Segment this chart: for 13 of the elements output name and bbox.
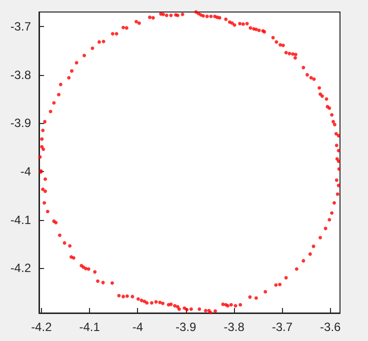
x-tick-label: -3.6	[320, 320, 342, 334]
x-tick-label: -3.8	[224, 320, 245, 334]
y-tick-label: -3.9	[10, 116, 32, 130]
y-tick-label: -4.2	[10, 261, 32, 276]
x-tick-label: -4.2	[31, 320, 52, 334]
x-tick-label: -3.9	[176, 320, 197, 334]
y-tick-label: -4.1	[10, 212, 32, 227]
y-tick-label: -4	[20, 164, 32, 178]
x-tick-label: -4	[132, 320, 144, 334]
x-tick-label: -3.7	[272, 320, 293, 334]
y-tick-label: -3.7	[10, 19, 32, 34]
x-tick-label: -4.1	[79, 320, 100, 334]
y-tick-label: -3.8	[10, 68, 32, 82]
